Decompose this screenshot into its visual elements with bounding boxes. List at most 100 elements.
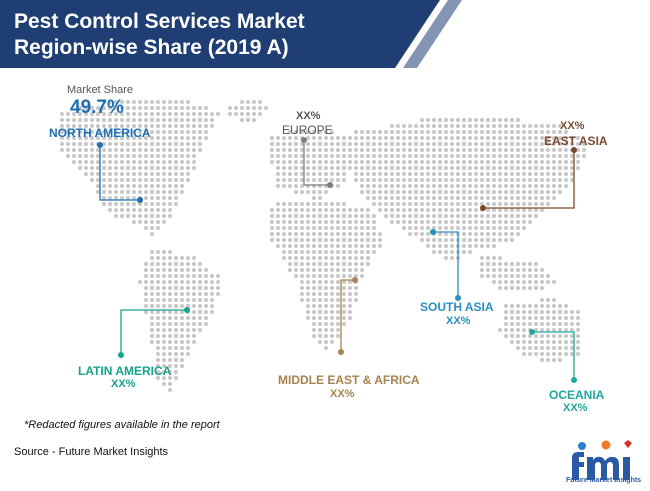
map-dot [401,135,407,141]
map-dot [287,165,293,171]
map-dot [131,213,137,219]
map-dot [371,249,377,255]
map-dot [521,273,527,279]
map-dot [101,195,107,201]
map-dot [551,183,557,189]
map-dot [353,207,359,213]
map-dot [431,159,437,165]
map-dot [437,231,443,237]
map-dot [161,375,167,381]
map-dot [305,231,311,237]
map-dot [533,303,539,309]
map-dot [125,105,131,111]
map-dot [335,135,341,141]
map-dot [167,381,173,387]
map-dot [347,303,353,309]
map-dot [167,201,173,207]
map-dot [515,285,521,291]
map-dot [287,159,293,165]
map-dot [131,117,137,123]
map-dot [101,165,107,171]
map-dot [377,177,383,183]
map-dot [527,303,533,309]
map-dot [71,153,77,159]
map-dot [185,315,191,321]
map-dot [155,249,161,255]
map-dot [527,267,533,273]
map-dot [167,321,173,327]
map-dot [329,207,335,213]
map-dot [521,303,527,309]
map-dot [203,303,209,309]
map-dot [449,147,455,153]
map-dot [419,135,425,141]
map-dot [575,315,581,321]
map-dot [173,177,179,183]
map-dot [491,171,497,177]
map-dot [215,291,221,297]
map-dot [365,255,371,261]
map-dot [155,345,161,351]
map-dot [365,207,371,213]
map-dot [347,261,353,267]
map-dot [521,195,527,201]
map-dot [467,153,473,159]
map-dot [119,171,125,177]
map-dot [335,321,341,327]
connector-endpoint [184,307,190,313]
map-dot [161,309,167,315]
map-dot [293,261,299,267]
map-dot [569,333,575,339]
map-dot [389,147,395,153]
map-dot [113,213,119,219]
map-dot [95,111,101,117]
map-dot [71,129,77,135]
map-dot [527,183,533,189]
map-dot [425,189,431,195]
map-dot [317,261,323,267]
map-dot [185,285,191,291]
map-dot [437,117,443,123]
map-dot [533,129,539,135]
map-dot [209,303,215,309]
map-dot [431,183,437,189]
map-dot [449,171,455,177]
map-dot [539,189,545,195]
map-dot [335,201,341,207]
map-dot [371,183,377,189]
map-dot [347,237,353,243]
map-dot [359,159,365,165]
map-dot [437,177,443,183]
map-dot [425,171,431,177]
map-dot [143,135,149,141]
map-dot [143,159,149,165]
map-dot [155,321,161,327]
map-dot [305,285,311,291]
map-dot [371,159,377,165]
map-dot [191,141,197,147]
map-dot [287,135,293,141]
map-dot [293,219,299,225]
map-dot [539,303,545,309]
map-dot [161,273,167,279]
map-dot [455,225,461,231]
map-dot [335,309,341,315]
map-dot [479,165,485,171]
map-dot [341,255,347,261]
map-dot [293,165,299,171]
map-dot [287,213,293,219]
map-dot [311,153,317,159]
map-dot [323,237,329,243]
map-dot [461,165,467,171]
map-dot [305,147,311,153]
map-dot [497,123,503,129]
map-dot [149,297,155,303]
map-dot [509,231,515,237]
map-dot [305,129,311,135]
map-dot [155,123,161,129]
map-dot [419,201,425,207]
map-dot [341,297,347,303]
map-dot [539,267,545,273]
map-dot [407,189,413,195]
